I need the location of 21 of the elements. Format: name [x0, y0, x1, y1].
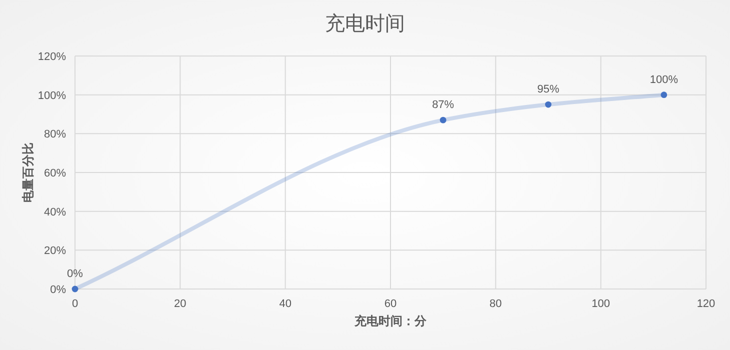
- y-tick-label: 120%: [38, 51, 66, 63]
- data-label: 87%: [432, 99, 454, 112]
- y-tick-label: 80%: [44, 128, 66, 141]
- x-tick-label: 100: [592, 298, 610, 310]
- y-tick-label: 20%: [44, 245, 66, 258]
- y-axis-title: 电量百分比: [21, 142, 35, 202]
- x-tick-label: 60: [384, 298, 397, 310]
- chart-title: 充电时间: [325, 13, 405, 35]
- y-tick-label: 0%: [50, 284, 66, 296]
- data-label: 100%: [650, 74, 678, 86]
- x-tick-label: 40: [279, 298, 292, 310]
- x-tick-label: 0: [72, 298, 78, 310]
- x-axis-title: 充电时间：分: [354, 314, 428, 328]
- data-label: 95%: [537, 84, 560, 96]
- y-tick-label: 40%: [44, 206, 66, 218]
- x-tick-label: 80: [490, 298, 502, 310]
- x-tick-label: 120: [696, 298, 716, 310]
- x-tick-label: 20: [174, 298, 186, 310]
- data-label: 0%: [67, 268, 84, 280]
- y-tick-label: 100%: [38, 90, 66, 102]
- y-tick-label: 60%: [44, 168, 66, 180]
